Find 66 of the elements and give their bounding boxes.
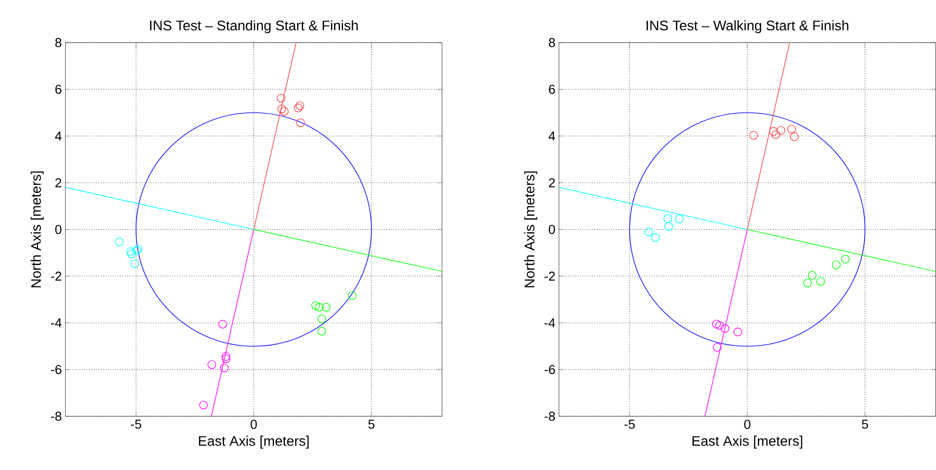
point [220,364,229,372]
point [130,260,140,268]
point [322,302,331,312]
chart-title: INS Test – Standing Start & Finish [150,20,358,34]
point [222,352,230,361]
point [127,250,136,258]
point [134,244,142,254]
point [664,222,673,231]
y-tick-label: 8 [55,38,62,48]
point [311,301,320,310]
point [712,320,721,328]
point [644,228,654,236]
point [832,260,841,270]
point [317,327,326,336]
y-tick-label: 4 [55,132,62,141]
point [296,118,305,128]
y-tick-label: 4 [548,132,556,141]
point [816,277,826,286]
x-tick-label: 5 [368,420,374,429]
point [651,233,660,242]
point [314,302,324,312]
point [218,320,227,329]
y-tick-label: -8 [544,412,555,421]
point [715,321,724,330]
point [126,247,135,256]
x-tick-label: 5 [862,420,868,429]
point [348,291,356,300]
point [208,360,216,370]
x-tick-label: -5 [624,420,635,429]
y-tick-label: -4 [544,318,556,328]
point [296,101,304,110]
y-axis-title: North Axis [meters] [30,172,44,288]
y-tick-label: 0 [548,224,555,234]
point [115,238,124,246]
x-axis-title: East Axis [meters] [198,436,309,449]
point [674,214,684,224]
point [808,270,817,280]
y-tick-label: -2 [544,272,555,281]
y-tick-label: -6 [544,365,555,374]
y-tick-label: -4 [51,318,62,328]
y-tick-label: -6 [51,365,62,374]
y-tick-label: 2 [55,178,62,188]
y-axis-title: North Axis [meters] [524,172,538,288]
point [663,214,672,224]
x-tick-label: -5 [130,420,142,429]
point [803,278,812,288]
x-tick-label: 0 [744,420,750,429]
y-tick-label: 6 [55,84,62,94]
point [734,328,742,336]
y-tick-label: 6 [548,84,555,94]
point [132,246,141,256]
y-tick-label: 2 [548,178,555,188]
point [841,254,850,264]
y-tick-label: 8 [548,38,555,48]
y-tick-label: -8 [51,412,62,421]
point [790,132,799,142]
y-tick-label: -2 [51,272,62,281]
chart-title: INS Test – Walking Start & Finish [646,20,848,34]
point [712,343,722,352]
point [720,324,730,333]
x-tick-label: 0 [250,420,257,429]
x-axis-title: East Axis [meters] [692,436,802,449]
point [199,400,208,410]
point [317,314,326,324]
point [222,354,230,364]
y-tick-label: 0 [55,224,62,234]
